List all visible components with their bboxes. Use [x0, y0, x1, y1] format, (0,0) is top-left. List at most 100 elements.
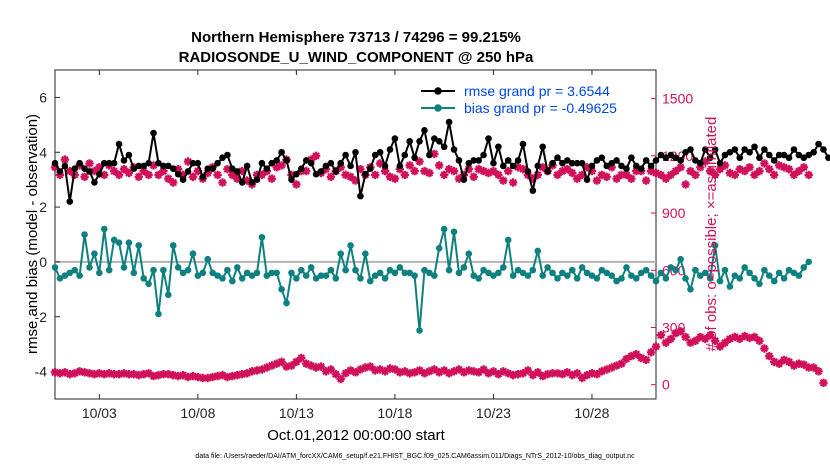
assimilated-marker	[169, 178, 178, 187]
rmse-point	[780, 151, 788, 159]
bias-point	[470, 272, 478, 279]
bias-point	[258, 233, 266, 241]
rmse-point	[288, 176, 295, 183]
y-left-tick-label: 4	[39, 144, 47, 160]
rmse-point	[514, 157, 522, 164]
assimilated-marker	[607, 163, 616, 172]
possible-marker	[193, 372, 203, 382]
legend-rmse-marker	[434, 87, 442, 95]
rmse-point	[613, 157, 620, 164]
rmse-point	[687, 146, 694, 153]
bias-point	[716, 277, 724, 285]
rmse-point	[662, 154, 670, 162]
bias-point	[435, 244, 443, 252]
possible-marker	[105, 369, 114, 378]
assimilated-marker	[154, 170, 163, 180]
bias-point	[100, 225, 108, 233]
rmse-point	[416, 137, 423, 145]
bias-point	[593, 275, 601, 282]
assimilated-marker	[775, 161, 784, 170]
assimilated-marker	[474, 165, 483, 174]
rmse-point	[568, 159, 576, 167]
assimilated-marker	[213, 170, 222, 180]
assimilated-marker	[627, 174, 636, 183]
possible-marker	[65, 370, 74, 379]
y-axis-left-ticks: -4 -2 0 2 4 6	[35, 89, 60, 380]
rmse-point	[544, 168, 551, 175]
rmse-point	[431, 135, 438, 142]
rmse-point	[455, 157, 463, 164]
chart-title-line1: Northern Hemisphere 73713 / 74296 = 99.2…	[191, 29, 521, 46]
bias-point	[421, 266, 428, 274]
plot-area: 10/03 10/08 10/13 10/18 10/23 10/28 -4-20246 …	[35, 69, 830, 421]
rmse-point	[564, 157, 571, 164]
assimilated-marker	[119, 165, 129, 174]
possible-marker	[380, 367, 390, 376]
rmse-point	[86, 168, 93, 175]
assimilated-marker	[710, 170, 720, 180]
bias-point	[184, 266, 192, 274]
assimilated-marker	[326, 172, 336, 181]
rmse-point	[692, 157, 699, 164]
assimilated-marker	[568, 168, 577, 178]
assimilated-marker	[671, 166, 680, 176]
possible-marker	[459, 368, 469, 377]
bias-point	[307, 264, 315, 271]
assimilated-marker	[494, 170, 503, 180]
rmse-point	[495, 143, 502, 151]
assimilated-marker	[464, 165, 473, 174]
bias-point	[568, 266, 576, 274]
assimilated-marker	[533, 170, 542, 180]
assimilated-marker	[183, 157, 193, 166]
rmse-point	[480, 151, 487, 159]
possible-marker	[85, 369, 94, 378]
possible-marker	[464, 366, 473, 375]
possible-marker	[765, 351, 774, 361]
rmse-point	[342, 151, 349, 159]
rmse-point	[726, 148, 734, 156]
rmse-point	[598, 154, 606, 162]
assimilated-marker	[666, 170, 675, 180]
possible-marker	[326, 365, 336, 374]
possible-marker	[262, 363, 271, 372]
bias-point	[199, 269, 207, 277]
bias-point	[253, 269, 261, 277]
assimilated-marker	[114, 170, 124, 180]
rmse-point	[362, 170, 369, 178]
bias-point	[145, 280, 152, 288]
possible-marker	[720, 338, 730, 347]
assimilated-marker	[351, 176, 360, 185]
possible-marker	[553, 369, 562, 378]
bias-point	[174, 264, 182, 271]
assimilated-marker	[80, 172, 89, 181]
bias-point	[130, 269, 138, 277]
possible-marker	[508, 371, 518, 380]
assimilated-marker	[164, 174, 173, 183]
rmse-point	[785, 154, 793, 162]
possible-marker	[691, 336, 700, 345]
bias-point	[140, 275, 147, 282]
assimilated-marker	[100, 170, 109, 180]
possible-marker	[129, 370, 138, 379]
rmse-point	[347, 162, 354, 170]
possible-marker	[287, 361, 296, 370]
bias-point	[662, 275, 670, 282]
x-tick-label: 10/18	[377, 405, 412, 421]
possible-marker	[577, 373, 587, 383]
bias-point	[160, 266, 167, 274]
assimilated-marker	[203, 168, 212, 178]
bias-point	[721, 266, 729, 274]
assimilated-marker	[735, 165, 744, 174]
rmse-point	[307, 159, 315, 167]
possible-marker	[563, 368, 572, 377]
possible-marker	[789, 361, 799, 370]
rmse-point	[549, 159, 556, 167]
assimilated-marker	[435, 161, 444, 170]
legend[interactable]: rmse grand pr = 3.6544 bias grand pr = -…	[421, 83, 617, 116]
bias-point	[120, 264, 128, 271]
rmse-point	[100, 159, 108, 167]
bias-point	[490, 272, 497, 279]
bias-point	[455, 269, 463, 277]
bias-point	[613, 277, 620, 285]
possible-marker	[602, 365, 611, 374]
